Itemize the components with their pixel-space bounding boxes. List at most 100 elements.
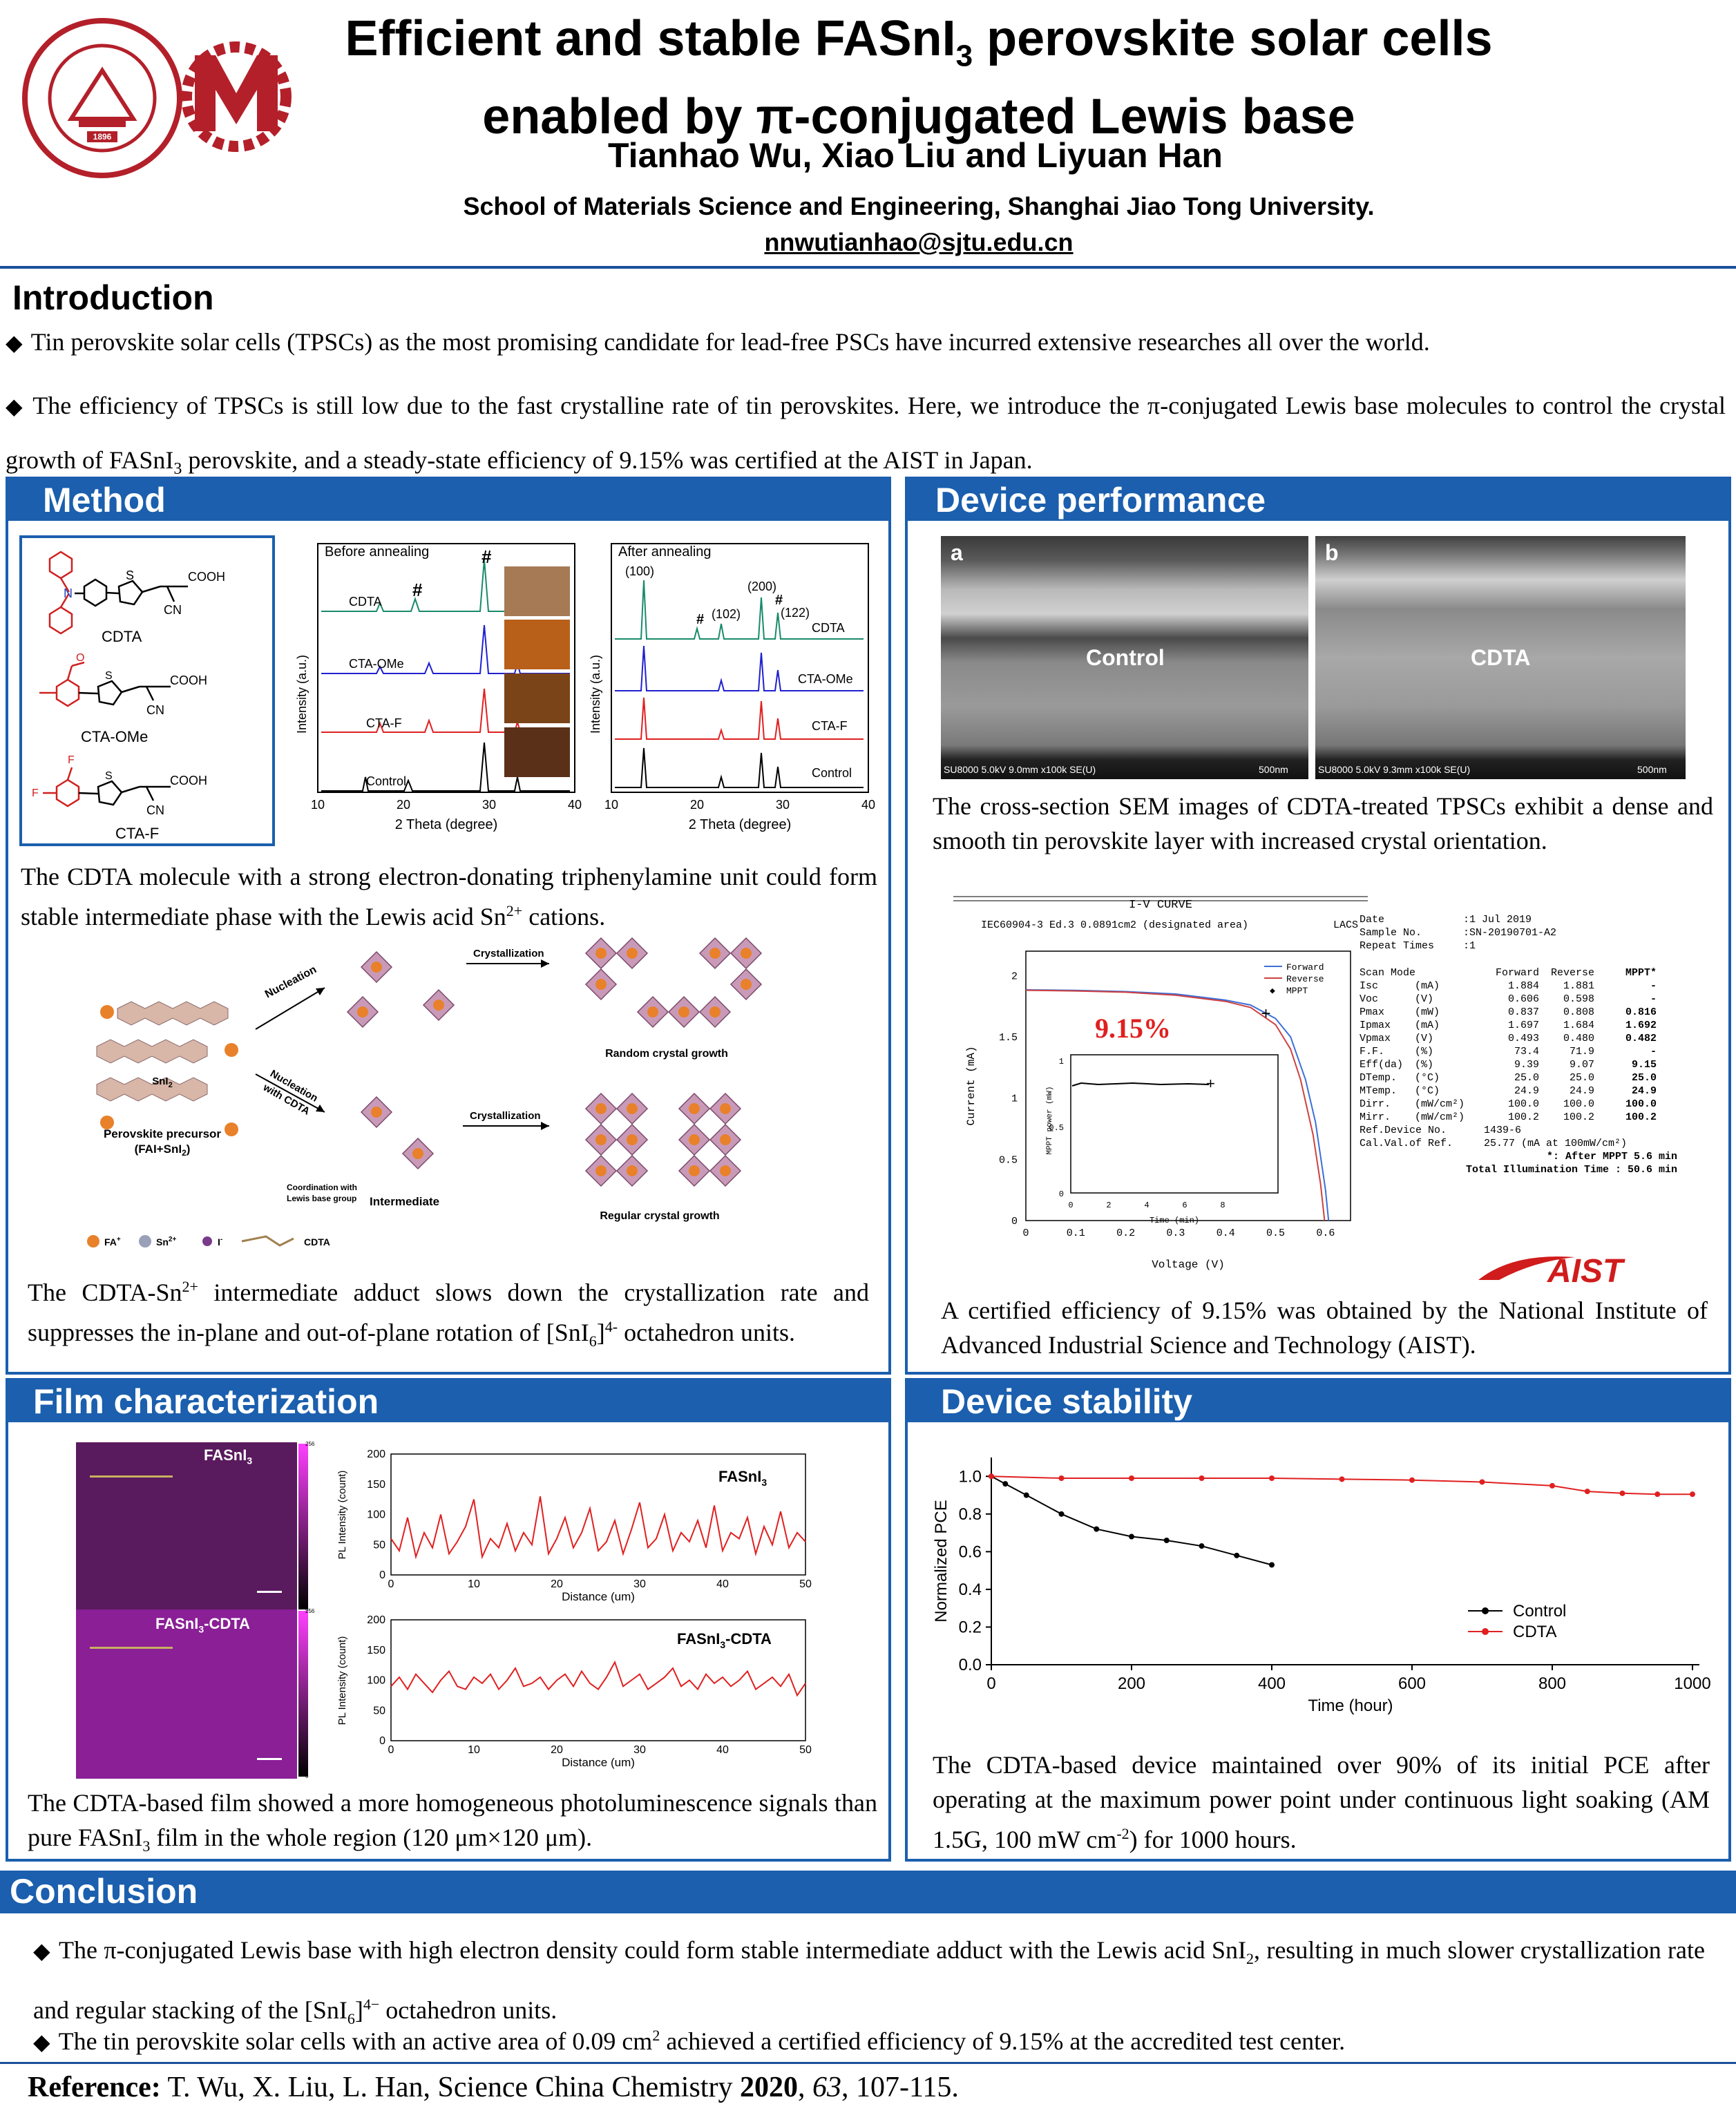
xrd-after-chart: After annealing Intensity (a.u.) 2 Theta… [580, 535, 877, 839]
svg-text:CTA-F: CTA-F [366, 716, 402, 730]
svg-text:6: 6 [1182, 1201, 1187, 1210]
table-header: Scan Mode Forward Reverse MPPT* [1360, 966, 1677, 979]
svg-text:Coordination with: Coordination with [287, 1183, 357, 1192]
svg-text:Forward: Forward [1286, 962, 1324, 973]
svg-text:Control: Control [812, 766, 852, 780]
pl-series-line [391, 1496, 805, 1557]
iv-xtick: 0.4 [1217, 1227, 1235, 1239]
svg-text:8: 8 [1220, 1201, 1225, 1210]
iv-subtitle: IEC60904-3 Ed.3 0.0891cm2 (designated ar… [981, 919, 1248, 931]
aist-logo: AIST [1471, 1249, 1679, 1290]
stability-xtick: 0 [986, 1674, 995, 1693]
svg-text:0: 0 [1059, 1189, 1064, 1199]
svg-text:2: 2 [1106, 1201, 1111, 1210]
stability-ytick: 0.8 [959, 1505, 982, 1524]
svg-text:0.5: 0.5 [1049, 1123, 1064, 1133]
stability-xtick: 400 [1258, 1674, 1286, 1693]
svg-text:2 Theta (degree): 2 Theta (degree) [689, 817, 792, 832]
stability-point [989, 1473, 994, 1479]
pl-ytick: 0 [379, 1569, 385, 1581]
svg-text:(100): (100) [625, 564, 654, 578]
pl-map-fasni3-cdta: FASnI3-CDTA [76, 1609, 297, 1779]
pl-ytick: 50 [373, 1539, 385, 1551]
stability-xtick: 600 [1398, 1674, 1426, 1693]
molecule-structures: N S COOH CN CDTA O S COOH C [19, 535, 275, 846]
pl-ytick: 100 [367, 1509, 385, 1521]
affiliation: School of Materials Science and Engineer… [263, 192, 1575, 221]
svg-text:40: 40 [568, 798, 582, 812]
iv-xtick: 0.3 [1166, 1227, 1185, 1239]
svg-text:Time (hour): Time (hour) [1308, 1696, 1393, 1715]
stability-point [1409, 1478, 1415, 1483]
table-row: Dirr. (mW/cm²) 100.0 100.0 100.0 [1360, 1098, 1677, 1111]
iv-xtick: 0.6 [1316, 1227, 1335, 1239]
cal-val-row: Cal.Val.of Ref. 25.77 (mA at 100mW/cm²) [1360, 1137, 1677, 1150]
svg-text:Sn2+: Sn2+ [156, 1236, 176, 1248]
pl-colorbar-2 [298, 1611, 308, 1777]
pl-xtick: 0 [388, 1744, 394, 1756]
svg-text:COOH: COOH [188, 570, 225, 584]
svg-text:After annealing: After annealing [618, 544, 712, 560]
sem-image-control: a Control SU8000 5.0kV 9.0mm x100k SE(U)… [941, 536, 1308, 779]
svg-text:LACS: LACS [1333, 919, 1358, 931]
stability-point [1549, 1483, 1555, 1489]
iv-xtick: 0 [1022, 1227, 1029, 1239]
svg-text:Control: Control [366, 774, 406, 788]
svg-text:F: F [32, 787, 39, 799]
certification-table: Date:1 Jul 2019 Sample No.:SN-20190701-A2… [1360, 913, 1677, 1252]
pl-ytick: 0 [379, 1735, 385, 1747]
iv-ytick: 0 [1011, 1216, 1018, 1227]
svg-text:FASnI3: FASnI3 [718, 1468, 767, 1488]
iv-xtick: 0.5 [1266, 1227, 1285, 1239]
stability-point [1059, 1511, 1065, 1517]
stability-series-control [989, 1473, 1275, 1567]
svg-text:COOH: COOH [170, 774, 207, 787]
iv-ytick: 2 [1011, 971, 1018, 982]
svg-text:FA+: FA+ [104, 1236, 121, 1248]
conclusion-bullet-2: ◆ The tin perovskite solar cells with an … [33, 2018, 1705, 2059]
svg-text:10: 10 [311, 798, 325, 812]
svg-text:Reverse: Reverse [1286, 974, 1324, 984]
svg-text:(200): (200) [747, 580, 776, 593]
svg-text:Distance (um): Distance (um) [562, 1590, 635, 1603]
stability-ytick: 0.6 [959, 1542, 982, 1561]
pl-xtick: 30 [633, 1578, 646, 1590]
device-performance-heading: Device performance [908, 479, 1728, 521]
svg-text:Current (mA): Current (mA) [965, 1046, 977, 1125]
svg-text:#: # [412, 580, 423, 600]
meta-row: Repeat Times:1 [1360, 939, 1677, 953]
svg-text:F: F [68, 754, 75, 766]
table-row: Eff(da) (%) 9.39 9.07 9.15 [1360, 1058, 1677, 1071]
sem-image-cdta: b CDTA SU8000 5.0kV 9.3mm x100k SE(U) 50… [1315, 536, 1686, 779]
pl-xtick: 0 [388, 1578, 394, 1590]
stability-ytick: 0.2 [959, 1618, 982, 1636]
stability-point [1094, 1527, 1099, 1532]
pl-line-chart-fasni3-cdta: PL Intensity (count) Distance (um) FASnI… [332, 1606, 829, 1772]
stability-xtick: 800 [1538, 1674, 1566, 1693]
stability-point [1199, 1543, 1205, 1549]
stability-point [1059, 1475, 1065, 1481]
poster-title: Efficient and stable FASnI3 perovskite s… [263, 8, 1575, 147]
stability-point [1234, 1553, 1239, 1558]
crystallization-scheme: SnI2 Perovskite precursor (FAI+SnI2) Nuc… [86, 929, 832, 1254]
svg-text:MPPT: MPPT [1286, 986, 1308, 996]
reference: Reference: T. Wu, X. Liu, L. Han, Scienc… [28, 2071, 959, 2104]
pl-colorbar-1 [298, 1444, 308, 1609]
iv-xtick: 0.2 [1116, 1227, 1135, 1239]
svg-text:Normalized PCE: Normalized PCE [932, 1500, 951, 1622]
molecule-label-cta-f: CTA-F [115, 825, 159, 842]
stability-point [1585, 1489, 1590, 1494]
email-link[interactable]: nnwutianhao@sjtu.edu.cn [263, 228, 1575, 257]
pl-ytick: 150 [367, 1479, 385, 1491]
pl-ytick: 100 [367, 1675, 385, 1687]
iv-title: I-V CURVE [1129, 899, 1192, 912]
stability-point [1620, 1491, 1625, 1496]
iv-ytick: 1 [1011, 1093, 1018, 1105]
svg-text:PL Intensity (count): PL Intensity (count) [336, 1471, 348, 1560]
pl-xtick: 20 [551, 1744, 563, 1756]
iv-curve-chart: I-V CURVE IEC60904-3 Ed.3 0.0891cm2 (des… [953, 892, 1368, 1279]
mppt-marker: + [1261, 1004, 1271, 1023]
molecule-label-cta-ome: CTA-OMe [81, 728, 148, 745]
svg-text:◆: ◆ [1270, 986, 1275, 996]
stability-point [1024, 1493, 1029, 1498]
